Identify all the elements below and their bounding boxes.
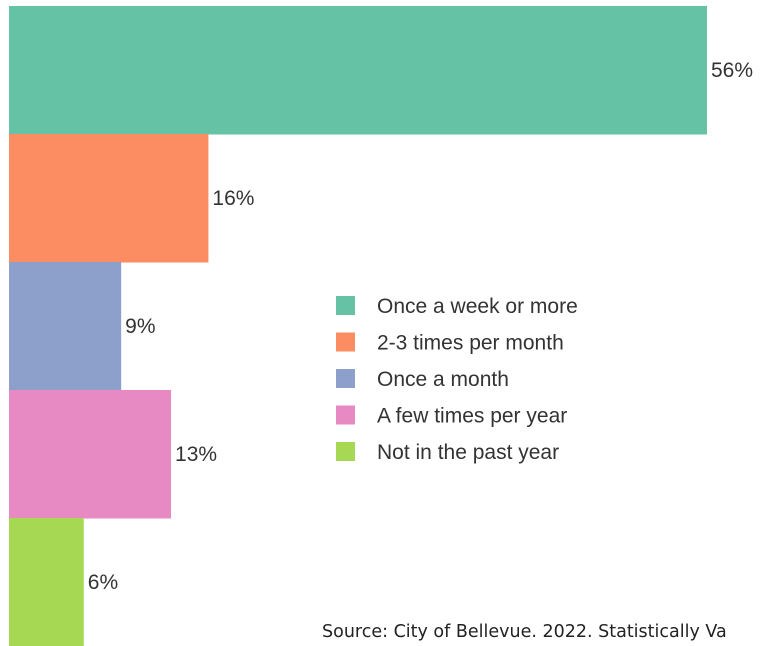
legend-label-1: Once a week or more bbox=[377, 295, 578, 318]
bar-4 bbox=[9, 390, 172, 519]
data-label-3: 9% bbox=[125, 315, 155, 338]
data-labels-group: 56% 16% 9% 13% 6% bbox=[88, 59, 753, 594]
legend: Once a week or more 2-3 times per month On… bbox=[336, 295, 578, 464]
bar-2 bbox=[9, 134, 209, 263]
source-note: Source: City of Bellevue. 2022. Statisti… bbox=[322, 622, 727, 642]
bar-1 bbox=[9, 6, 707, 135]
legend-swatch-2 bbox=[336, 332, 355, 352]
bar-3 bbox=[9, 262, 122, 391]
data-label-5: 6% bbox=[88, 571, 118, 594]
legend-swatch-5 bbox=[336, 442, 355, 461]
data-label-1: 56% bbox=[711, 59, 753, 82]
legend-label-4: A few times per year bbox=[377, 405, 567, 428]
legend-label-2: 2-3 times per month bbox=[377, 332, 564, 355]
legend-swatch-4 bbox=[336, 405, 355, 425]
legend-swatch-1 bbox=[336, 296, 355, 315]
bar-5 bbox=[9, 518, 84, 646]
bars-group bbox=[9, 6, 707, 646]
legend-label-3: Once a month bbox=[377, 368, 509, 391]
legend-swatch-3 bbox=[336, 369, 355, 388]
data-label-2: 16% bbox=[212, 187, 254, 210]
legend-label-5: Not in the past year bbox=[377, 441, 559, 464]
data-label-4: 13% bbox=[175, 443, 217, 466]
